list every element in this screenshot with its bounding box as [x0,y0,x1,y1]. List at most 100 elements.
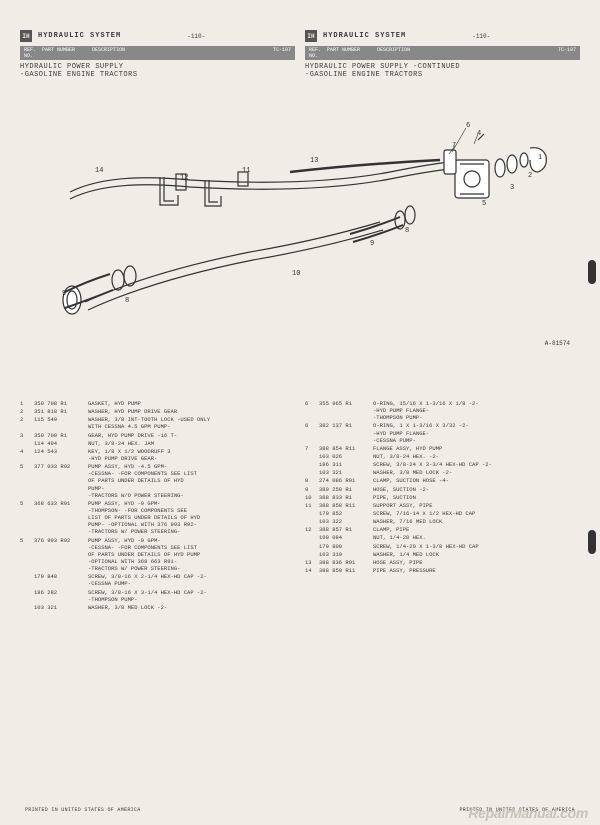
part-desc: HOSE, SUCTION -2- [373,486,580,493]
ref-no: 5 [20,500,34,536]
part-no: 103 026 [319,453,373,460]
diagram-ref-number: 3 [510,184,514,192]
ref-no [305,453,319,460]
part-desc: PUMP ASSY, HYD -9 GPM- -THOMPSON- -FOR C… [88,500,295,536]
ref-no: 2 [20,408,34,415]
ref-no [305,518,319,525]
right-table-header: REF. NO. PART NUMBER DESCRIPTION TC-107 [305,46,580,60]
parts-row: 186 311 SCREW, 3/8-24 X 3-3/4 HEX-HD CAP… [305,461,580,468]
parts-row: 5377 033 R92PUMP ASSY, HYD -4.5 GPM- -CE… [20,463,295,499]
ref-no [305,551,319,558]
part-no: 103 321 [34,604,88,611]
part-no: 377 033 R92 [34,463,88,499]
part-no: 368 633 R91 [34,500,88,536]
parts-row: 1350 708 R1GASKET, HYD PUMP [20,400,295,407]
diagram-ref-number: 11 [242,167,250,175]
part-no: 179 852 [319,510,373,517]
left-footer: PRINTED IN UNITED STATES OF AMERICA [25,807,141,813]
ref-no [305,461,319,468]
right-parts-table: 6355 965 R1O-RING, 15/16 X 1-3/16 X 1/8 … [305,400,580,575]
parts-row: 103 322 WASHER, 7/16 MED LOCK [305,518,580,525]
right-header: IH HYDRAULIC SYSTEM -110- [305,30,580,42]
parts-row: 3350 709 R1GEAR, HYD PUMP DRIVE -16 T- [20,432,295,439]
hdr-desc: DESCRIPTION [377,47,536,59]
ref-no [305,469,319,476]
parts-row: 2351 818 R1WASHER, HYD PUMP DRIVE GEAR [20,408,295,415]
diagram-ref-number: 6 [466,122,470,130]
parts-row: 8274 086 R91CLAMP, SUCTION HOSE -4- [305,477,580,484]
part-desc: KEY, 1/8 X 1/2 WOODRUFF 3 -HYD PUMP DRIV… [88,448,295,462]
diagram-ref-number: 14 [95,167,103,175]
part-desc: SCREW, 3/8-24 X 3-3/4 HEX-HD CAP -2- [373,461,580,468]
parts-row: 109 084 NUT, 1/4-20 HEX. [305,534,580,541]
part-desc: SCREW, 3/8-16 X 2-1/4 HEX-HD CAP -2- -CE… [88,573,295,587]
parts-row: 6355 965 R1O-RING, 15/16 X 1-3/16 X 1/8 … [305,400,580,421]
part-no: 388 857 R1 [319,526,373,533]
ref-no: 10 [305,494,319,501]
part-no: 103 319 [319,551,373,558]
part-no: 388 858 R11 [319,502,373,509]
left-system-title: HYDRAULIC SYSTEM [38,32,121,40]
part-no: 179 800 [319,543,373,550]
parts-row: 5376 993 R92PUMP ASSY, HYD -9 GPM- -CESS… [20,537,295,573]
part-desc: PUMP ASSY, HYD -4.5 GPM- -CESSNA- -FOR C… [88,463,295,499]
ih-logo-icon: IH [305,30,317,42]
part-desc: WASHER, 3/8 INT-TOOTH LOCK -USED ONLY WI… [88,416,295,430]
parts-row: 12388 857 R1CLAMP, PIPE [305,526,580,533]
diagram-ref-number: 13 [310,157,318,165]
part-desc: O-RING, 15/16 X 1-3/16 X 1/8 -2- -HYD PU… [373,400,580,421]
diagram-ref-number: 4 [477,130,481,138]
diagram-ref-number: 8 [405,227,409,235]
part-no: 103 322 [319,518,373,525]
part-no: 388 833 R1 [319,494,373,501]
part-desc: SUPPORT ASSY, PIPE [373,502,580,509]
part-no: 350 708 R1 [34,400,88,407]
parts-row: 179 848 SCREW, 3/8-16 X 2-1/4 HEX-HD CAP… [20,573,295,587]
part-no: 351 818 R1 [34,408,88,415]
hdr-ref: REF. NO. [309,47,327,59]
ref-no [305,543,319,550]
diagram-ref-number: 8 [125,297,129,305]
parts-row: 103 321 WASHER, 3/8 MED LOCK -2- [305,469,580,476]
part-no: 388 850 R11 [319,567,373,574]
part-no: 124 543 [34,448,88,462]
part-no: 355 965 R1 [319,400,373,421]
part-no: 114 494 [34,440,88,447]
hdr-desc: DESCRIPTION [92,47,251,59]
exploded-diagram: 123456788991011121314 [10,72,570,352]
hdr-part: PART NUMBER [327,47,377,59]
parts-row: 2115 549WASHER, 3/8 INT-TOOTH LOCK -USED… [20,416,295,430]
ref-no: 5 [20,463,34,499]
hdr-tc: TC-107 [536,47,576,59]
parts-row: 103 026 NUT, 3/8-24 HEX. -2- [305,453,580,460]
parts-row: 4124 543KEY, 1/8 X 1/2 WOODRUFF 3 -HYD P… [20,448,295,462]
part-no: 382 137 R1 [319,422,373,443]
part-desc: WASHER, HYD PUMP DRIVE GEAR [88,408,295,415]
diagram-ref-number: 5 [482,200,486,208]
part-desc: GEAR, HYD PUMP DRIVE -16 T- [88,432,295,439]
ref-no: 5 [20,537,34,573]
part-no: 376 993 R92 [34,537,88,573]
ref-no: 6 [305,422,319,443]
part-desc: NUT, 3/8-24 HEX. JAM [88,440,295,447]
part-desc: CLAMP, SUCTION HOSE -4- [373,477,580,484]
part-desc: SCREW, 3/8-16 X 3-1/4 HEX-HD CAP -2- -TH… [88,589,295,603]
parts-row: 6382 137 R1O-RING, 1 X 1-3/16 X 3/32 -2-… [305,422,580,443]
part-desc: SCREW, 1/4-20 X 1-3/8 HEX-HD CAP [373,543,580,550]
parts-row: 5368 633 R91PUMP ASSY, HYD -9 GPM- -THOM… [20,500,295,536]
diagram-ref-number: 10 [292,270,300,278]
part-no: 179 848 [34,573,88,587]
part-desc: WASHER, 7/16 MED LOCK [373,518,580,525]
part-no: 186 282 [34,589,88,603]
diagram-ref-number: 12 [180,174,188,182]
ref-no: 4 [20,448,34,462]
part-desc: WASHER, 3/8 MED LOCK -2- [373,469,580,476]
parts-row: 186 282 SCREW, 3/8-16 X 3-1/4 HEX-HD CAP… [20,589,295,603]
part-no: 115 549 [34,416,88,430]
part-desc: WASHER, 1/4 MED LOCK [373,551,580,558]
diagram-ref-number: 2 [528,172,532,180]
ref-no: 6 [305,400,319,421]
part-desc: FLANGE ASSY, HYD PUMP [373,445,580,452]
diagram-ref-number: 1 [538,154,542,162]
ref-no [305,510,319,517]
